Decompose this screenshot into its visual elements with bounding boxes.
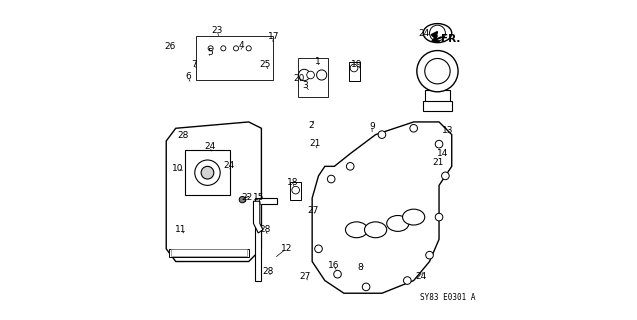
Circle shape [208, 46, 213, 51]
Circle shape [299, 69, 310, 81]
Text: 1: 1 [315, 57, 320, 66]
Text: 10: 10 [171, 164, 183, 173]
Ellipse shape [345, 222, 368, 238]
Circle shape [350, 64, 358, 72]
Text: 6: 6 [185, 72, 190, 81]
Text: 27: 27 [307, 206, 318, 215]
Circle shape [195, 160, 220, 185]
Polygon shape [254, 201, 263, 233]
Bar [299, 63, 308, 72]
Circle shape [292, 186, 299, 194]
Ellipse shape [387, 215, 409, 231]
Text: 24: 24 [419, 29, 429, 38]
Text: 22: 22 [241, 193, 252, 202]
Circle shape [334, 270, 341, 278]
Text: 9: 9 [369, 122, 375, 131]
Text: 14: 14 [437, 148, 448, 157]
Polygon shape [312, 122, 452, 293]
Text: 20: 20 [293, 74, 304, 83]
Text: 13: 13 [442, 126, 454, 135]
Text: 28: 28 [262, 267, 274, 276]
Circle shape [429, 25, 445, 41]
Bar [290, 182, 301, 200]
Bar [234, 51, 239, 63]
Circle shape [347, 163, 354, 170]
Ellipse shape [423, 24, 452, 43]
Circle shape [362, 283, 370, 291]
Bar [246, 51, 251, 63]
Circle shape [425, 59, 450, 84]
Bar [169, 249, 248, 257]
Text: 17: 17 [268, 32, 279, 41]
Bar [196, 36, 273, 80]
Bar [198, 43, 268, 55]
Text: 5: 5 [207, 48, 213, 57]
Text: SY83 E0301 A: SY83 E0301 A [420, 293, 475, 302]
Text: 25: 25 [259, 60, 271, 69]
Bar [171, 250, 247, 256]
Bar [423, 101, 452, 111]
Circle shape [307, 71, 315, 79]
Circle shape [441, 172, 449, 180]
Circle shape [426, 252, 433, 259]
Text: 4: 4 [239, 41, 245, 50]
Polygon shape [431, 32, 438, 39]
Text: 24: 24 [415, 272, 426, 281]
Text: 2: 2 [308, 121, 314, 130]
Bar [208, 51, 213, 63]
Polygon shape [166, 122, 261, 261]
Circle shape [403, 277, 411, 284]
Text: 7: 7 [191, 60, 197, 69]
Text: FR.: FR. [441, 35, 460, 44]
Text: 26: 26 [164, 42, 176, 51]
Circle shape [234, 46, 239, 51]
Text: 21: 21 [309, 139, 320, 148]
Text: 15: 15 [253, 193, 264, 202]
Circle shape [327, 175, 335, 183]
Bar [425, 90, 450, 103]
Text: 21: 21 [433, 158, 444, 167]
Text: 16: 16 [328, 261, 340, 270]
Text: 3: 3 [302, 81, 308, 90]
Bar [298, 59, 328, 97]
Ellipse shape [364, 222, 387, 238]
Bar [299, 71, 325, 79]
Text: 8: 8 [357, 263, 363, 272]
Circle shape [315, 245, 322, 252]
Circle shape [435, 140, 443, 148]
Bar [348, 62, 360, 81]
Circle shape [317, 70, 327, 80]
Circle shape [410, 124, 417, 132]
Circle shape [246, 46, 251, 51]
Text: 18: 18 [287, 178, 298, 187]
Circle shape [240, 196, 245, 203]
Text: 11: 11 [175, 225, 186, 234]
Ellipse shape [403, 209, 425, 225]
Bar [221, 51, 226, 63]
Circle shape [417, 51, 458, 92]
Text: 28: 28 [259, 225, 271, 234]
Text: 24: 24 [224, 161, 234, 170]
Polygon shape [255, 198, 277, 281]
Circle shape [435, 213, 443, 221]
Text: 28: 28 [177, 131, 189, 140]
Circle shape [378, 131, 386, 139]
Text: 23: 23 [211, 26, 223, 35]
Text: 27: 27 [299, 272, 311, 281]
Circle shape [201, 166, 214, 179]
Bar [185, 150, 230, 195]
Text: 12: 12 [280, 244, 292, 253]
Text: 19: 19 [352, 60, 363, 69]
Text: 24: 24 [204, 142, 216, 151]
Circle shape [221, 46, 226, 51]
